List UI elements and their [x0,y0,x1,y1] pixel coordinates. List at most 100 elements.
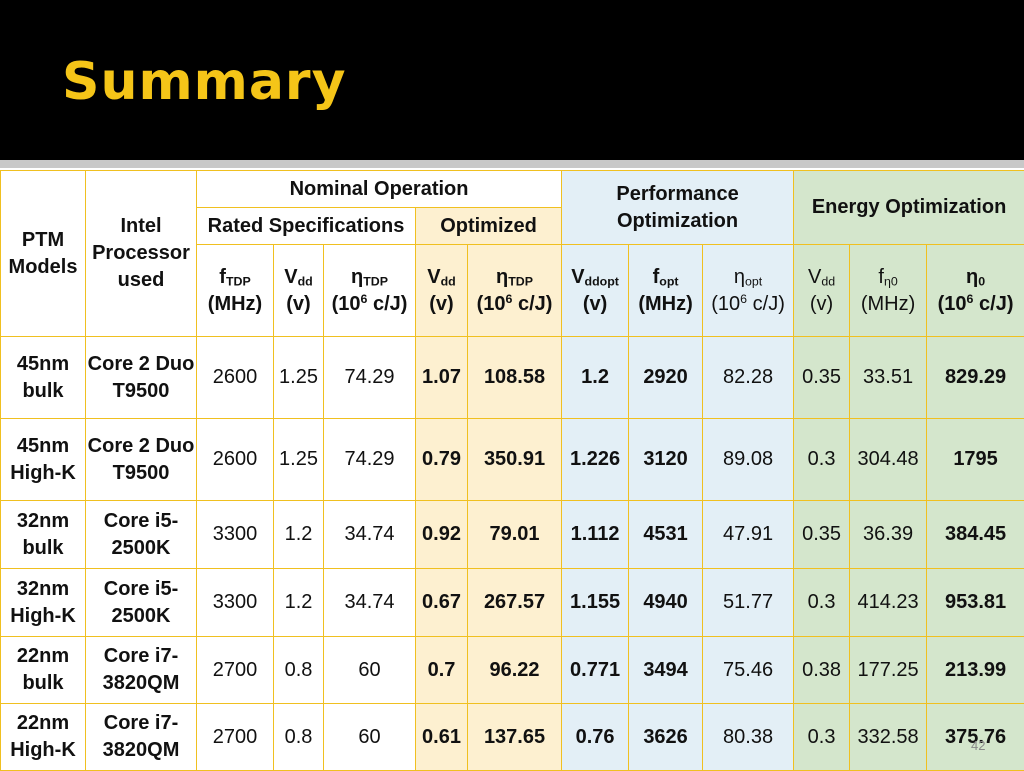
cell-vdd-rated: 1.2 [274,501,324,569]
cell-vdd-opt: 0.76 [562,704,629,771]
cell-eta-tdp-rated: 74.29 [324,419,416,501]
header-unit: (106 c/J) [468,291,561,318]
cell-eta-tdp-rated: 60 [324,637,416,704]
header-unit: (MHz) [850,291,926,318]
cell-f-eta0: 332.58 [850,704,927,771]
header-unit: (v) [416,291,467,318]
header-symbol: Vdd [416,264,467,291]
cell-vdd-opt: 0.771 [562,637,629,704]
cell-f-eta0: 414.23 [850,569,927,637]
cell-f-tdp: 2700 [197,704,274,771]
cell-f-tdp: 2600 [197,337,274,419]
processor-cell: Core i7-3820QM [86,637,197,704]
cell-eta-opt: 75.46 [703,637,794,704]
cell-vdd-optimized: 0.79 [416,419,468,501]
cell-f-opt: 4531 [629,501,703,569]
header-symbol: fTDP [197,264,273,291]
cell-f-eta0: 36.39 [850,501,927,569]
cell-f-eta0: 177.25 [850,637,927,704]
cell-eta-tdp-optimized: 267.57 [468,569,562,637]
header-symbol: Vddopt [562,264,628,291]
header-unit: (106 c/J) [927,291,1024,318]
cell-f-tdp: 3300 [197,569,274,637]
divider-strip [0,160,1024,168]
cell-eta-0: 213.99 [927,637,1024,704]
page-number: 42 [971,738,985,753]
cell-f-tdp: 2600 [197,419,274,501]
cell-vdd-energy: 0.3 [794,704,850,771]
cell-vdd-rated: 1.25 [274,419,324,501]
cell-eta-tdp-optimized: 96.22 [468,637,562,704]
header-symbol: fη0 [850,264,926,291]
header-energy-optimization: Energy Optimization [794,171,1024,245]
cell-eta-0: 953.81 [927,569,1024,637]
cell-vdd-opt: 1.2 [562,337,629,419]
cell-eta-opt: 47.91 [703,501,794,569]
summary-table: PTM Models Intel Processor used Nominal … [0,170,1024,771]
header-unit: (106 c/J) [324,291,415,318]
cell-eta-opt: 89.08 [703,419,794,501]
header-unit: (MHz) [197,291,273,318]
cell-vdd-rated: 0.8 [274,637,324,704]
header-symbol: ηTDP [468,264,561,291]
cell-eta-0: 375.76 [927,704,1024,771]
cell-vdd-energy: 0.35 [794,501,850,569]
header-unit: (v) [274,291,323,318]
cell-vdd-rated: 1.25 [274,337,324,419]
cell-eta-tdp-rated: 74.29 [324,337,416,419]
cell-eta-tdp-rated: 34.74 [324,501,416,569]
cell-vdd-optimized: 0.7 [416,637,468,704]
cell-vdd-energy: 0.3 [794,419,850,501]
cell-vdd-opt: 1.155 [562,569,629,637]
cell-eta-opt: 82.28 [703,337,794,419]
cell-f-opt: 3120 [629,419,703,501]
title-bar: Summary [0,0,1024,160]
cell-f-eta0: 33.51 [850,337,927,419]
header-unit: (MHz) [629,291,702,318]
header-vdd-opt: Vddopt(v) [562,245,629,337]
header-symbol: ηTDP [324,264,415,291]
processor-cell: Core i7-3820QM [86,704,197,771]
cell-vdd-energy: 0.38 [794,637,850,704]
cell-eta-0: 1795 [927,419,1024,501]
header-performance-optimization: Performance Optimization [562,171,794,245]
cell-vdd-opt: 1.112 [562,501,629,569]
header-f-opt: fopt(MHz) [629,245,703,337]
cell-vdd-energy: 0.3 [794,569,850,637]
header-symbol: η0 [927,264,1024,291]
header-symbol: ηopt [703,264,793,291]
header-unit: (106 c/J) [703,291,793,318]
header-unit: (v) [794,291,849,318]
cell-vdd-energy: 0.35 [794,337,850,419]
cell-vdd-opt: 1.226 [562,419,629,501]
header-eta-opt: ηopt(106 c/J) [703,245,794,337]
cell-f-opt: 3494 [629,637,703,704]
header-symbol: fopt [629,264,702,291]
cell-f-opt: 4940 [629,569,703,637]
cell-vdd-optimized: 0.67 [416,569,468,637]
cell-f-tdp: 3300 [197,501,274,569]
cell-eta-tdp-optimized: 137.65 [468,704,562,771]
header-nominal-operation: Nominal Operation [197,171,562,208]
header-eta-tdp-optimized: ηTDP(106 c/J) [468,245,562,337]
cell-eta-tdp-optimized: 108.58 [468,337,562,419]
cell-eta-0: 384.45 [927,501,1024,569]
header-f-tdp: fTDP(MHz) [197,245,274,337]
cell-eta-opt: 80.38 [703,704,794,771]
header-unit: (v) [562,291,628,318]
cell-f-eta0: 304.48 [850,419,927,501]
header-rated-specifications: Rated Specifications [197,208,416,245]
